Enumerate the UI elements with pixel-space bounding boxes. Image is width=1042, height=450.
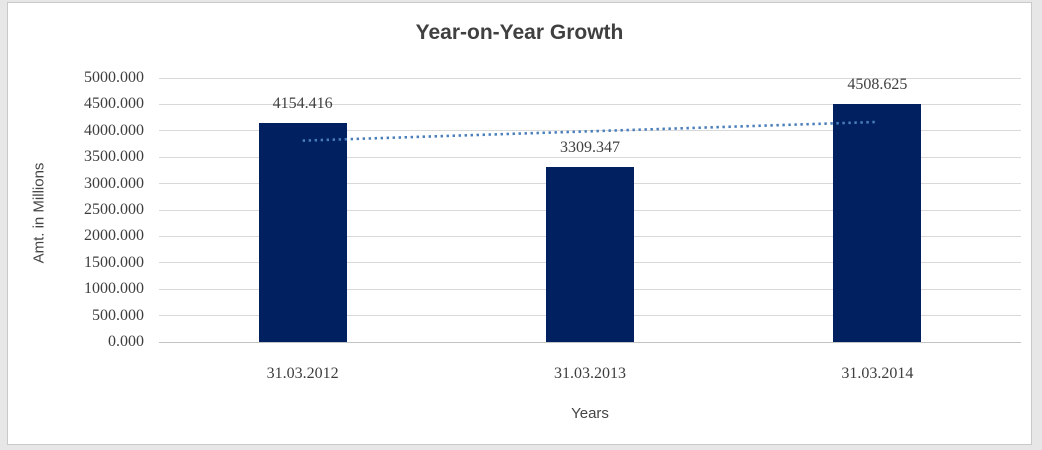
y-tick-label: 5000.000 [84, 69, 144, 86]
x-axis-title: Years [571, 405, 609, 422]
y-tick-label: 3000.000 [84, 174, 144, 192]
bar-31.03.2014 [833, 103, 922, 342]
gridline [159, 130, 1021, 132]
y-axis-title: Amt. in Millions [30, 162, 48, 264]
gridline [159, 77, 1021, 79]
y-tick-label: 2500.000 [84, 201, 144, 218]
y-tick-label: 1000.000 [84, 280, 144, 298]
trendline [302, 120, 878, 142]
chart-title: Year-on-Year Growth [415, 21, 624, 44]
gridline [159, 103, 1021, 105]
bar-31.03.2012 [258, 122, 347, 342]
y-tick-label: 1500.000 [84, 253, 144, 271]
x-axis-line [159, 341, 1021, 343]
bar-31.03.2013 [546, 167, 634, 342]
y-tick-label: 0.000 [108, 333, 144, 350]
y-tick-label: 500.000 [92, 306, 144, 324]
x-tick-label: 31.03.2014 [841, 365, 914, 382]
y-tick-label: 2000.000 [84, 227, 144, 245]
x-tick-label: 31.03.2013 [554, 365, 626, 382]
gridline [159, 156, 1021, 158]
y-tick-label: 4500.000 [84, 95, 144, 113]
y-tick-label: 3500.000 [84, 148, 144, 166]
x-tick-label: 31.03.2012 [266, 365, 339, 382]
plot-area [159, 77, 1021, 343]
y-tick-label: 4000.000 [84, 121, 144, 139]
chart-panel: Year-on-Year Growth Amt. in Millions Yea… [7, 2, 1032, 445]
